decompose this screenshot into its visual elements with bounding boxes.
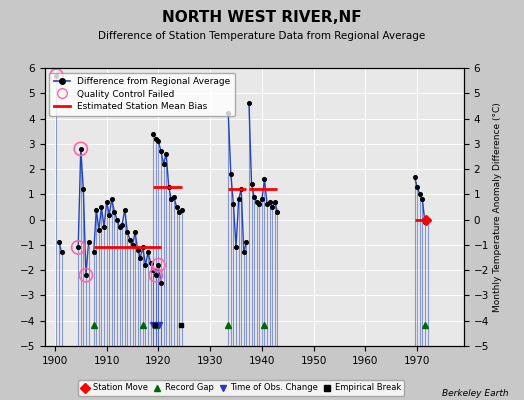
Point bbox=[255, 201, 264, 208]
Y-axis label: Monthly Temperature Anomaly Difference (°C): Monthly Temperature Anomaly Difference (… bbox=[493, 102, 502, 312]
Point bbox=[170, 194, 178, 200]
Point bbox=[154, 138, 162, 144]
Point bbox=[55, 239, 63, 246]
Point bbox=[74, 244, 82, 251]
Point bbox=[77, 146, 85, 152]
Point bbox=[84, 239, 93, 246]
Point bbox=[97, 204, 106, 210]
Point bbox=[105, 211, 113, 218]
Point bbox=[134, 247, 142, 253]
Point bbox=[149, 130, 157, 137]
Point bbox=[266, 199, 274, 205]
Text: Berkeley Earth: Berkeley Earth bbox=[442, 389, 508, 398]
Point bbox=[237, 186, 245, 192]
Point bbox=[242, 239, 250, 246]
Point bbox=[268, 204, 277, 210]
Point bbox=[263, 201, 271, 208]
Point bbox=[250, 194, 258, 200]
Point bbox=[151, 272, 160, 278]
Point bbox=[103, 199, 111, 205]
Point bbox=[113, 216, 121, 223]
Point bbox=[82, 272, 90, 278]
Point bbox=[92, 206, 101, 213]
Point bbox=[172, 204, 181, 210]
Point bbox=[159, 161, 168, 167]
Point bbox=[247, 181, 256, 188]
Point bbox=[139, 244, 147, 251]
Point bbox=[421, 219, 429, 225]
Point bbox=[131, 229, 139, 236]
Point bbox=[115, 224, 124, 230]
Point bbox=[79, 186, 88, 192]
Point bbox=[224, 110, 233, 117]
Point bbox=[423, 216, 432, 223]
Point bbox=[141, 262, 150, 268]
Point bbox=[253, 199, 261, 205]
Point bbox=[157, 148, 165, 154]
Point bbox=[90, 249, 98, 256]
Point bbox=[234, 196, 243, 203]
Point bbox=[413, 184, 421, 190]
Point bbox=[107, 196, 116, 203]
Point bbox=[229, 201, 237, 208]
Point bbox=[273, 209, 281, 215]
Point bbox=[126, 237, 134, 243]
Point bbox=[121, 206, 129, 213]
Point bbox=[123, 229, 132, 236]
Point bbox=[128, 242, 137, 248]
Legend: Station Move, Record Gap, Time of Obs. Change, Empirical Break: Station Move, Record Gap, Time of Obs. C… bbox=[78, 380, 404, 396]
Point bbox=[271, 199, 279, 205]
Point bbox=[178, 206, 186, 213]
Legend: Difference from Regional Average, Quality Control Failed, Estimated Station Mean: Difference from Regional Average, Qualit… bbox=[49, 72, 235, 116]
Point bbox=[146, 259, 155, 266]
Point bbox=[74, 244, 82, 251]
Text: NORTH WEST RIVER,NF: NORTH WEST RIVER,NF bbox=[162, 10, 362, 25]
Point bbox=[82, 272, 90, 278]
Point bbox=[167, 196, 176, 203]
Point bbox=[95, 226, 103, 233]
Point bbox=[154, 262, 162, 268]
Point bbox=[118, 222, 126, 228]
Point bbox=[260, 176, 269, 182]
Point bbox=[157, 280, 165, 286]
Point bbox=[162, 151, 170, 157]
Point bbox=[52, 72, 61, 79]
Point bbox=[151, 272, 160, 278]
Point bbox=[175, 209, 183, 215]
Point bbox=[165, 184, 173, 190]
Point bbox=[227, 171, 235, 177]
Point bbox=[151, 136, 160, 142]
Point bbox=[144, 249, 152, 256]
Point bbox=[245, 100, 253, 106]
Point bbox=[239, 249, 248, 256]
Point bbox=[410, 174, 419, 180]
Point bbox=[52, 72, 61, 79]
Point bbox=[416, 191, 424, 198]
Point bbox=[258, 196, 266, 203]
Point bbox=[136, 254, 145, 261]
Point bbox=[110, 209, 118, 215]
Point bbox=[77, 146, 85, 152]
Text: Difference of Station Temperature Data from Regional Average: Difference of Station Temperature Data f… bbox=[99, 31, 425, 41]
Point bbox=[58, 249, 66, 256]
Point bbox=[418, 196, 427, 203]
Point bbox=[149, 267, 157, 273]
Point bbox=[154, 262, 162, 268]
Point bbox=[100, 224, 108, 230]
Point bbox=[232, 244, 240, 251]
